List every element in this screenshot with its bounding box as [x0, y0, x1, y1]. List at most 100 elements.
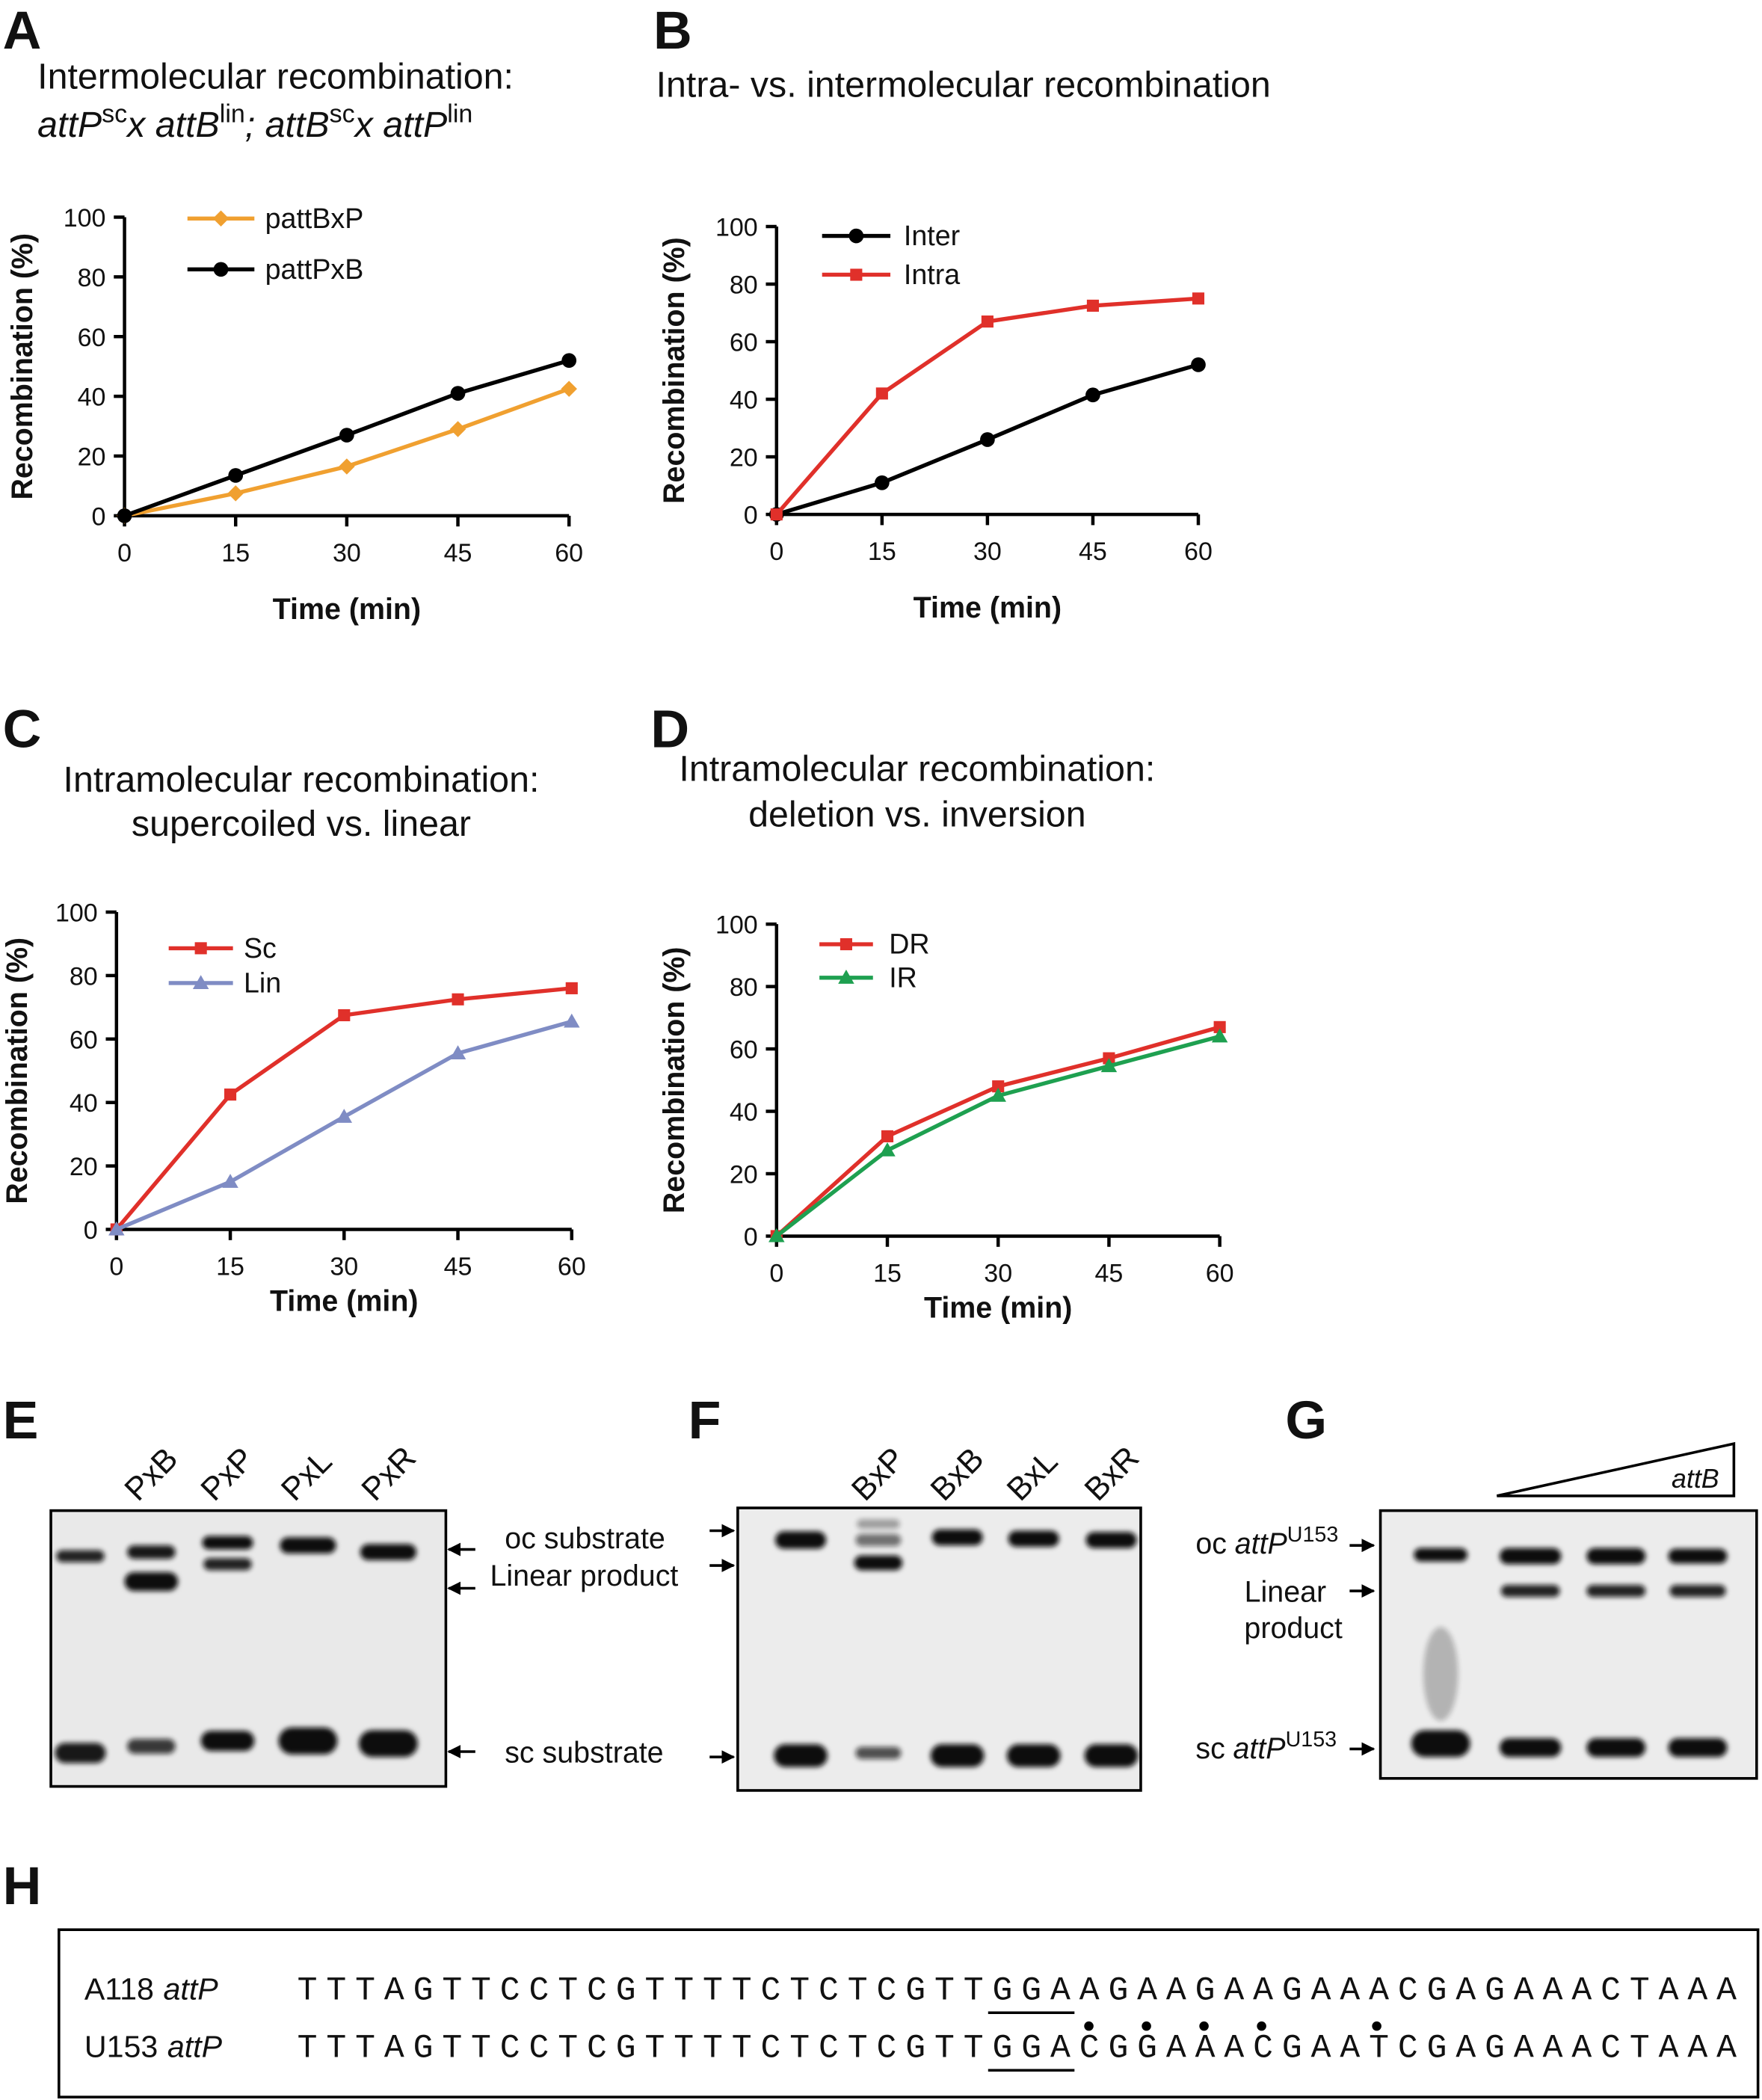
- y-tick-label: 60: [730, 329, 758, 357]
- y-tick-label: 20: [70, 1153, 98, 1181]
- y-tick-label: 0: [744, 502, 758, 530]
- band: [203, 1558, 252, 1571]
- point: [565, 982, 578, 994]
- x-tick-label: 30: [333, 539, 361, 567]
- mismatch-dot: [1199, 2021, 1209, 2031]
- band: [200, 1731, 255, 1752]
- x-tick-label: 0: [769, 1259, 783, 1287]
- y-tick-label: 40: [730, 387, 758, 415]
- subtitle-part: attP: [37, 105, 102, 145]
- series-line: [775, 1034, 1221, 1238]
- y-tick-label: 60: [78, 324, 106, 352]
- x-tick-label: 60: [1206, 1259, 1234, 1287]
- superscript: U153: [1286, 1728, 1337, 1752]
- band: [124, 1572, 179, 1592]
- y-tick-label: 80: [730, 271, 758, 300]
- row-label: A118 attP: [84, 1971, 218, 2006]
- legend-marker: [213, 262, 229, 277]
- row-name: A118: [84, 1971, 154, 2006]
- point: [1100, 1058, 1118, 1073]
- chart-title: Intra- vs. intermolecular recombination: [656, 64, 1271, 105]
- panel-letter: D: [650, 700, 689, 760]
- chart-title: Intramolecular recombination:: [679, 749, 1155, 789]
- x-tick-label: 15: [216, 1252, 244, 1281]
- point: [228, 468, 244, 483]
- y-tick-label: 60: [70, 1026, 98, 1054]
- y-tick-label: 80: [730, 973, 758, 1002]
- legend-label: Inter: [904, 220, 960, 251]
- label-part: attP: [1235, 1527, 1288, 1560]
- x-tick-label: 45: [444, 1252, 472, 1281]
- lane-label: BxL: [1000, 1444, 1065, 1508]
- band: [1499, 1738, 1562, 1758]
- x-tick-label: 0: [117, 539, 132, 567]
- point: [992, 1080, 1005, 1093]
- band: [360, 1544, 417, 1560]
- wedge: [1496, 1441, 1736, 1497]
- panel-letter: A: [3, 1, 42, 61]
- band: [1668, 1548, 1728, 1564]
- point: [1191, 357, 1206, 372]
- point: [1192, 292, 1205, 305]
- point: [770, 508, 783, 521]
- point: [561, 381, 577, 397]
- lane-label: BxB: [924, 1441, 991, 1508]
- band: [1586, 1548, 1646, 1565]
- legend-label: Lin: [244, 967, 281, 998]
- point: [1211, 1028, 1228, 1043]
- point: [990, 1087, 1006, 1102]
- panel-letter: F: [689, 1391, 721, 1450]
- band: [127, 1738, 176, 1754]
- band: [1085, 1532, 1137, 1548]
- lane-label: PxB: [118, 1441, 185, 1508]
- y-axis-label: Recombination (%): [1, 937, 34, 1204]
- lane-label: PxR: [355, 1440, 423, 1508]
- point: [339, 458, 355, 475]
- point: [224, 1089, 237, 1101]
- band: [774, 1744, 828, 1767]
- band: [855, 1746, 902, 1759]
- x-tick-label: 30: [984, 1259, 1012, 1287]
- y-tick-label: 20: [730, 1161, 758, 1189]
- point: [881, 1130, 894, 1142]
- band: [278, 1727, 338, 1755]
- band: [930, 1744, 985, 1767]
- band: [931, 1529, 983, 1546]
- panel-letter: H: [3, 1856, 42, 1916]
- legend-marker: [838, 970, 854, 984]
- band: [56, 1550, 105, 1562]
- point: [981, 315, 994, 328]
- sequence: TTTAGTTCCTCGTTTTCTCTCGTTGGAAGAAGAAGAAACG…: [298, 1972, 1737, 2010]
- y-tick-label: 20: [730, 444, 758, 472]
- chart-title: Intramolecular recombination:: [64, 760, 540, 800]
- y-axis-label: Recombination (%): [658, 946, 691, 1213]
- superscript: sc: [102, 99, 127, 128]
- x-tick-label: 45: [444, 539, 472, 567]
- legend-marker: [850, 268, 863, 281]
- x-tick-label: 0: [109, 1252, 123, 1281]
- y-tick-label: 100: [64, 204, 106, 233]
- band: [1084, 1744, 1139, 1767]
- band: [202, 1536, 253, 1550]
- x-axis-label: Time (min): [270, 1285, 418, 1318]
- band: [1668, 1738, 1728, 1758]
- x-tick-label: 45: [1079, 538, 1107, 566]
- point: [875, 387, 888, 400]
- band: [1500, 1585, 1560, 1598]
- y-tick-label: 80: [78, 264, 106, 292]
- band: [1411, 1730, 1470, 1758]
- legend-label: IR: [889, 961, 917, 993]
- series-line: [774, 296, 1199, 516]
- x-tick-label: 0: [769, 538, 783, 566]
- chart-subtitle: deletion vs. inversion: [748, 794, 1085, 834]
- y-tick-label: 40: [78, 384, 106, 412]
- y-tick-label: 100: [715, 214, 758, 242]
- y-tick-label: 40: [730, 1098, 758, 1127]
- band: [1006, 1744, 1061, 1767]
- band-label: product: [1244, 1612, 1342, 1645]
- point: [1213, 1020, 1226, 1033]
- y-tick-label: 20: [78, 443, 106, 472]
- series-line: [775, 1025, 1221, 1238]
